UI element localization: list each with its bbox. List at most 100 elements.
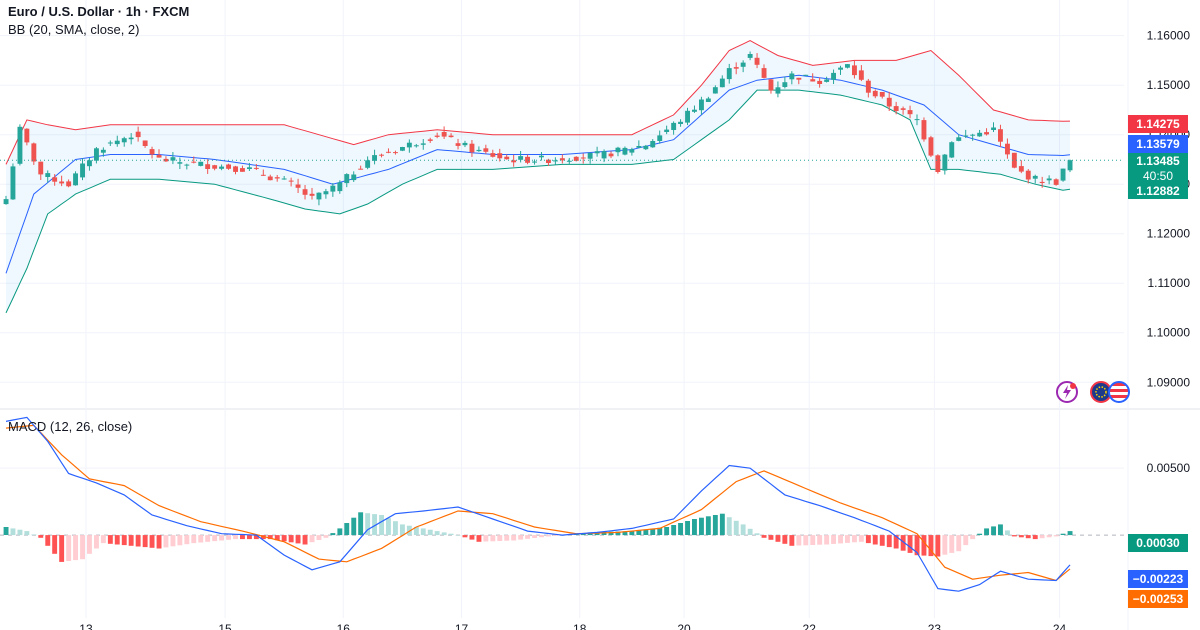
macd-line <box>5 416 1071 592</box>
macd-histogram-bar <box>1005 530 1010 536</box>
macd-histogram-bar <box>163 535 169 548</box>
candle-body <box>1005 143 1010 155</box>
candle-body <box>525 156 530 163</box>
symbol-title[interactable]: Euro / U.S. Dollar · 1h · FXCM <box>8 4 190 19</box>
candle-body <box>149 149 155 155</box>
candle-body <box>1032 175 1038 179</box>
candle-body <box>566 160 572 162</box>
candle-body <box>128 137 134 140</box>
macd-histogram-bar <box>31 534 37 536</box>
macd-histogram-bar <box>1025 535 1031 539</box>
candle-body <box>977 132 983 137</box>
time-tick-label: 22 <box>803 622 817 630</box>
bb-lower-line <box>5 89 1071 314</box>
macd-histogram-bar <box>149 535 155 548</box>
macd-indicator-label[interactable]: MACD (12, 26, close) <box>8 419 133 434</box>
candle-body <box>601 151 607 159</box>
macd-histogram-bar <box>865 535 871 544</box>
macd-histogram-bar <box>253 535 259 540</box>
time-tick-label: 23 <box>928 622 942 630</box>
macd-histogram-bar <box>705 516 711 535</box>
candle-body <box>935 155 941 172</box>
macd-histogram-bar <box>914 535 920 556</box>
macd-histogram-bar <box>302 535 308 545</box>
candle-body <box>386 151 391 153</box>
candle-body <box>928 137 934 156</box>
macd-histogram-bar <box>17 529 23 536</box>
candle-body <box>984 132 989 135</box>
candle-body <box>483 148 489 152</box>
macd-histogram-bar <box>525 535 530 539</box>
candle-body <box>170 157 176 161</box>
macd-histogram-bar <box>629 531 635 536</box>
macd-histogram-bar <box>100 535 106 544</box>
macd-histogram-bar <box>490 535 496 542</box>
candle-body <box>379 154 384 156</box>
macd-histogram-bar <box>295 535 301 544</box>
candle-body <box>372 155 377 161</box>
candle-body <box>991 127 996 130</box>
macd-histogram-bar <box>900 535 906 551</box>
bb-indicator-label[interactable]: BB (20, SMA, close, 2) <box>8 22 140 37</box>
candle-body <box>789 73 795 80</box>
macd-histogram-bar <box>970 535 976 540</box>
candle-body <box>705 98 711 102</box>
macd-histogram-bar <box>935 535 941 557</box>
candle-body <box>921 120 927 140</box>
macd-histogram-bar <box>949 535 955 553</box>
flag-us-icon[interactable] <box>1108 381 1130 403</box>
candle-body <box>726 68 732 80</box>
macd-histogram-bar <box>719 513 725 536</box>
last-price-value: 1.13485 <box>1136 154 1180 168</box>
candle-body <box>253 167 259 169</box>
candle-body <box>434 135 440 137</box>
lightning-icon[interactable] <box>1056 381 1078 403</box>
macd-histogram-bar <box>38 535 44 538</box>
macd-histogram-bar <box>942 535 948 555</box>
candle-body <box>10 166 16 200</box>
candle-body <box>615 147 621 153</box>
candle-body <box>956 137 962 141</box>
candle-body <box>441 132 447 137</box>
candle-body <box>733 67 739 69</box>
bar-countdown: 40:50 <box>1142 169 1174 183</box>
macd-histogram-bar <box>260 535 266 540</box>
candle-body <box>121 138 127 143</box>
macd-histogram-bar <box>413 527 419 535</box>
candle-body <box>490 153 496 157</box>
candle-body <box>1039 181 1045 183</box>
candle-body <box>782 82 788 87</box>
candle-body <box>476 149 482 152</box>
macd-histogram-bar <box>789 535 795 546</box>
macd-histogram-bar <box>267 535 273 540</box>
macd-histogram-bar <box>24 531 30 536</box>
macd-histogram-bar <box>1067 531 1073 536</box>
candle-body <box>712 87 718 94</box>
candle-body <box>678 121 683 124</box>
candle-body <box>73 173 78 186</box>
macd-histogram-bar <box>288 535 294 543</box>
macd-histogram-bar <box>754 533 760 536</box>
macd-histogram-bar <box>977 533 983 535</box>
macd-histogram-bar <box>448 533 454 535</box>
macd-histogram-bar <box>386 518 391 535</box>
macd-histogram-bar <box>483 535 489 542</box>
candle-body <box>358 168 364 170</box>
macd-signal-line <box>5 424 1071 582</box>
candle-body <box>900 108 906 110</box>
macd-histogram-bar <box>191 535 197 544</box>
macd-histogram-bar <box>608 531 614 535</box>
macd-histogram-bar <box>121 535 127 546</box>
macd-histogram-bar <box>824 535 830 545</box>
candle-body <box>400 147 405 151</box>
candle-body <box>740 62 746 67</box>
candle-body <box>420 143 426 145</box>
macd-histogram-bar <box>963 535 969 546</box>
macd-histogram-bar <box>219 535 224 541</box>
candle-body <box>393 152 398 154</box>
macd-histogram-bar <box>59 535 65 562</box>
candle-body <box>351 174 357 181</box>
macd-histogram-bar <box>128 535 134 546</box>
candle-body <box>845 64 850 68</box>
